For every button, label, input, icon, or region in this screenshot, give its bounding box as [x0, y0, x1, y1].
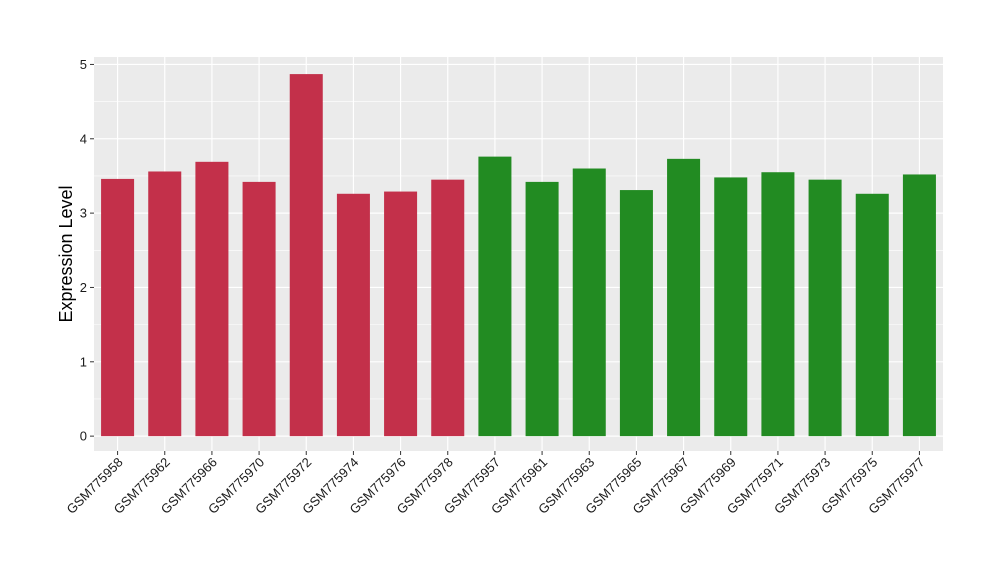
bar-GSM775963 — [572, 168, 606, 437]
y-tick-label: 3 — [80, 206, 87, 221]
y-axis: 0 1 2 3 4 5 — [80, 57, 94, 444]
bar-GSM775958 — [101, 178, 135, 437]
bar-GSM775969 — [714, 177, 748, 437]
bar-GSM775972 — [289, 74, 323, 437]
bar-GSM775967 — [667, 158, 701, 437]
bar-GSM775970 — [242, 181, 276, 437]
y-tick-label: 2 — [80, 280, 87, 295]
bar-GSM775974 — [336, 193, 370, 437]
bar-GSM775976 — [384, 191, 418, 437]
y-tick-label: 0 — [80, 429, 87, 444]
grid-minor — [94, 101, 943, 400]
bar-GSM775961 — [525, 181, 559, 437]
bar-GSM775978 — [431, 179, 465, 437]
x-axis: GSM775958GSM775962GSM775966GSM775970GSM7… — [63, 451, 928, 517]
y-tick-label: 4 — [80, 131, 87, 146]
y-axis-title: Expression Level — [56, 185, 76, 322]
bar-GSM775975 — [855, 193, 889, 437]
bar-GSM775977 — [902, 174, 936, 437]
plot-panel — [94, 57, 943, 451]
bar-GSM775966 — [195, 161, 229, 437]
bar-GSM775965 — [619, 190, 653, 437]
y-tick-label: 5 — [80, 57, 87, 72]
bar-GSM775973 — [808, 179, 842, 437]
bar-GSM775962 — [148, 171, 182, 437]
bar-GSM775957 — [478, 156, 512, 437]
bars — [101, 74, 936, 437]
y-tick-label: 1 — [80, 354, 87, 369]
bar-GSM775971 — [761, 172, 795, 437]
